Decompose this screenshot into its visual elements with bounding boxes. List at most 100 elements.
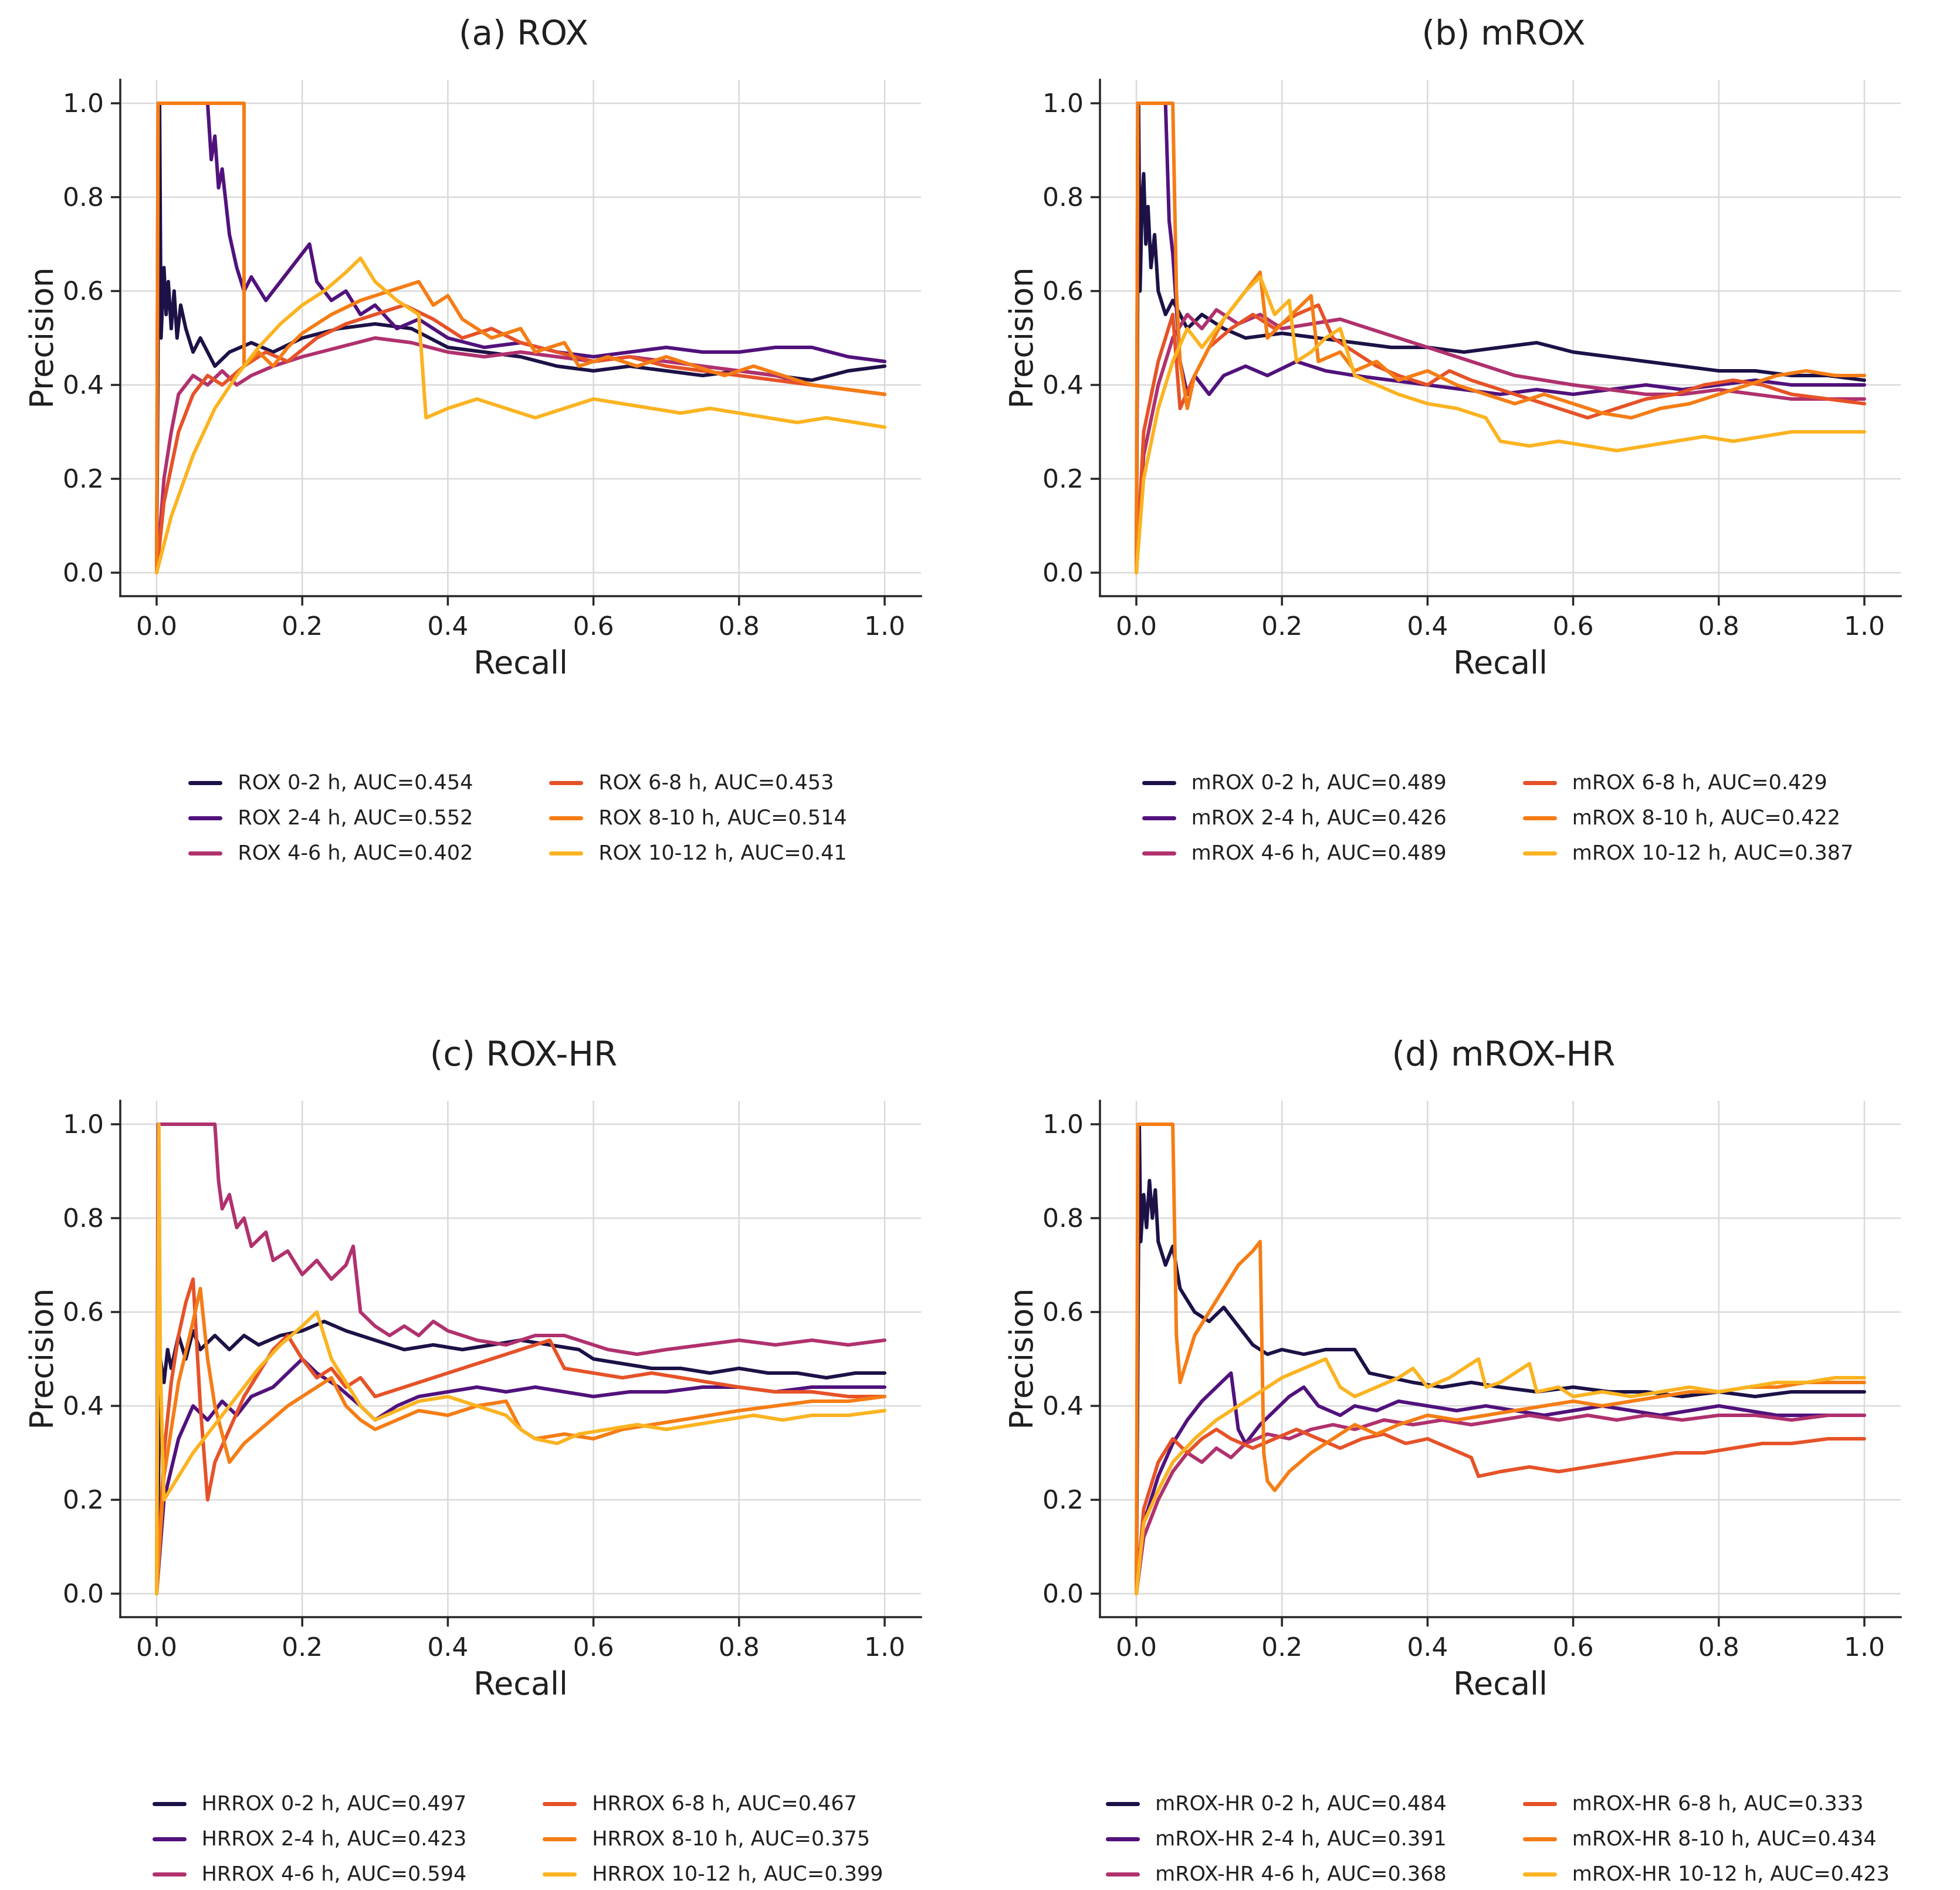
legend-label: ROX 4-6 h, AUC=0.402: [238, 841, 473, 865]
legend-item: mROX 8-10 h, AUC=0.422: [1522, 806, 1854, 830]
series-line: [1135, 1122, 1866, 1595]
series-line: [155, 1277, 886, 1595]
legend-swatch: [1522, 1837, 1557, 1841]
y-tick-label: 0.2: [63, 1485, 104, 1515]
legend-item: ROX 2-4 h, AUC=0.552: [188, 806, 473, 830]
x-tick-label: 0.8: [1698, 611, 1739, 641]
x-tick-label: 1.0: [1844, 1632, 1885, 1662]
legend-label: mROX 6-8 h, AUC=0.429: [1572, 771, 1827, 794]
x-axis-label: Recall: [473, 644, 568, 681]
series-line: [1135, 102, 1866, 574]
panel-c-legend: HRROX 0-2 h, AUC=0.497 HRROX 2-4 h, AUC=0…: [23, 1792, 956, 1886]
legend-label: ROX 6-8 h, AUC=0.453: [598, 771, 834, 794]
y-tick-label: 0.8: [63, 1203, 104, 1233]
y-tick-label: 0.4: [1042, 1391, 1084, 1421]
y-tick-label: 1.0: [63, 1110, 104, 1140]
y-tick-label: 0.2: [63, 464, 104, 494]
legend-swatch: [549, 780, 584, 785]
legend-label: ROX 8-10 h, AUC=0.514: [598, 806, 847, 830]
x-tick-label: 0.6: [1553, 611, 1594, 641]
series-line: [155, 102, 886, 574]
x-tick-label: 0.0: [136, 611, 177, 641]
legend-swatch: [549, 851, 584, 856]
legend-item: mROX 0-2 h, AUC=0.489: [1142, 771, 1447, 794]
y-axis-label: Precision: [1003, 1289, 1040, 1430]
panel-b-chart: 0.0 0.2 0.4 0.6 0.8 1.0 0.0 0.2 0.4 0.6 0.8 1.0 Reca…: [1003, 79, 1902, 681]
y-tick-label: 0.8: [1042, 182, 1084, 212]
legend-item: HRROX 0-2 h, AUC=0.497: [152, 1792, 467, 1815]
x-tick-label: 0.6: [573, 611, 614, 641]
y-axis-label: Precision: [23, 1289, 60, 1430]
panel-a-title: (a) ROX: [458, 13, 589, 53]
legend-swatch: [188, 851, 223, 856]
series-line: [1135, 1414, 1866, 1595]
legend-item: mROX-HR 2-4 h, AUC=0.391: [1106, 1827, 1447, 1851]
legend-swatch: [1522, 1872, 1557, 1877]
x-axis-label: Recall: [1453, 644, 1548, 681]
legend-item: ROX 10-12 h, AUC=0.41: [549, 841, 847, 865]
y-tick-label: 1.0: [1042, 1110, 1084, 1140]
legend-swatch: [1106, 1837, 1140, 1841]
x-tick-label: 0.8: [1698, 1632, 1739, 1662]
legend-swatch: [1522, 780, 1557, 785]
legend-label: HRROX 0-2 h, AUC=0.497: [201, 1792, 467, 1815]
legend-label: HRROX 2-4 h, AUC=0.423: [201, 1827, 467, 1851]
legend-swatch: [1522, 816, 1557, 820]
y-tick-label: 0.0: [63, 558, 104, 588]
legend-item: HRROX 2-4 h, AUC=0.423: [152, 1827, 467, 1851]
x-tick-label: 0.8: [719, 1632, 760, 1662]
series-line: [1135, 1371, 1866, 1595]
panel-b-legend: mROX 0-2 h, AUC=0.489 mROX 2-4 h, AUC=0.4…: [1003, 771, 1937, 865]
legend-swatch: [543, 1837, 577, 1841]
legend-item: HRROX 10-12 h, AUC=0.399: [543, 1862, 883, 1886]
legend-label: mROX-HR 8-10 h, AUC=0.434: [1572, 1827, 1877, 1851]
x-tick-label: 0.4: [427, 611, 468, 641]
legend-label: mROX-HR 2-4 h, AUC=0.391: [1155, 1827, 1447, 1851]
panel-a: (a) ROX 0.0 0.2 0.4 0.6 0.8 1.0 0.0 0.2 0.4 0.6 0.…: [0, 0, 980, 945]
legend-swatch: [152, 1801, 187, 1806]
x-tick-label: 0.6: [573, 1632, 614, 1662]
x-tick-label: 1.0: [864, 1632, 905, 1662]
legend-label: mROX 0-2 h, AUC=0.489: [1191, 771, 1447, 794]
legend-item: ROX 8-10 h, AUC=0.514: [549, 806, 847, 830]
series-line: [1135, 1357, 1866, 1595]
legend-swatch: [1106, 1801, 1140, 1806]
legend-swatch: [549, 816, 584, 820]
legend-swatch: [188, 780, 223, 785]
x-tick-label: 0.0: [1116, 1632, 1157, 1662]
y-tick-label: 0.8: [63, 182, 104, 212]
legend-item: mROX 4-6 h, AUC=0.489: [1142, 841, 1447, 865]
x-tick-label: 1.0: [864, 611, 905, 641]
legend-label: mROX-HR 4-6 h, AUC=0.368: [1155, 1862, 1447, 1886]
panel-a-chart: 0.0 0.2 0.4 0.6 0.8 1.0 0.0 0.2 0.4 0.6 0.8 1.0 Reca…: [23, 79, 922, 681]
x-tick-label: 0.2: [282, 611, 323, 641]
legend-item: mROX 10-12 h, AUC=0.387: [1522, 841, 1853, 865]
legend-label: mROX 4-6 h, AUC=0.489: [1191, 841, 1447, 865]
y-tick-label: 0.6: [63, 1297, 104, 1327]
legend-label: HRROX 6-8 h, AUC=0.467: [592, 1792, 857, 1815]
y-axis-label: Precision: [1003, 268, 1040, 409]
legend-item: HRROX 4-6 h, AUC=0.594: [152, 1862, 467, 1886]
series-line: [155, 1122, 886, 1595]
x-tick-label: 1.0: [1844, 611, 1885, 641]
legend-swatch: [1142, 780, 1176, 785]
y-tick-label: 0.0: [1042, 558, 1084, 588]
y-tick-label: 0.0: [63, 1579, 104, 1609]
legend-item: ROX 6-8 h, AUC=0.453: [549, 771, 847, 794]
legend-label: HRROX 10-12 h, AUC=0.399: [592, 1862, 883, 1886]
x-tick-label: 0.2: [1261, 611, 1302, 641]
y-tick-label: 0.6: [1042, 276, 1084, 306]
legend-label: HRROX 4-6 h, AUC=0.594: [201, 1862, 467, 1886]
series-line: [155, 1287, 886, 1595]
y-tick-label: 0.4: [63, 1391, 104, 1421]
legend-label: ROX 0-2 h, AUC=0.454: [238, 771, 473, 794]
y-tick-label: 0.2: [1042, 1485, 1084, 1515]
legend-item: mROX-HR 0-2 h, AUC=0.484: [1106, 1792, 1447, 1815]
legend-item: mROX-HR 10-12 h, AUC=0.423: [1522, 1862, 1890, 1886]
x-tick-label: 0.4: [1407, 1632, 1448, 1662]
legend-item: mROX-HR 4-6 h, AUC=0.368: [1106, 1862, 1447, 1886]
panel-d-chart: 0.0 0.2 0.4 0.6 0.8 1.0 0.0 0.2 0.4 0.6 0.8 1.0 Reca…: [1003, 1100, 1902, 1702]
legend-label: ROX 10-12 h, AUC=0.41: [598, 841, 847, 865]
legend-swatch: [188, 816, 223, 820]
